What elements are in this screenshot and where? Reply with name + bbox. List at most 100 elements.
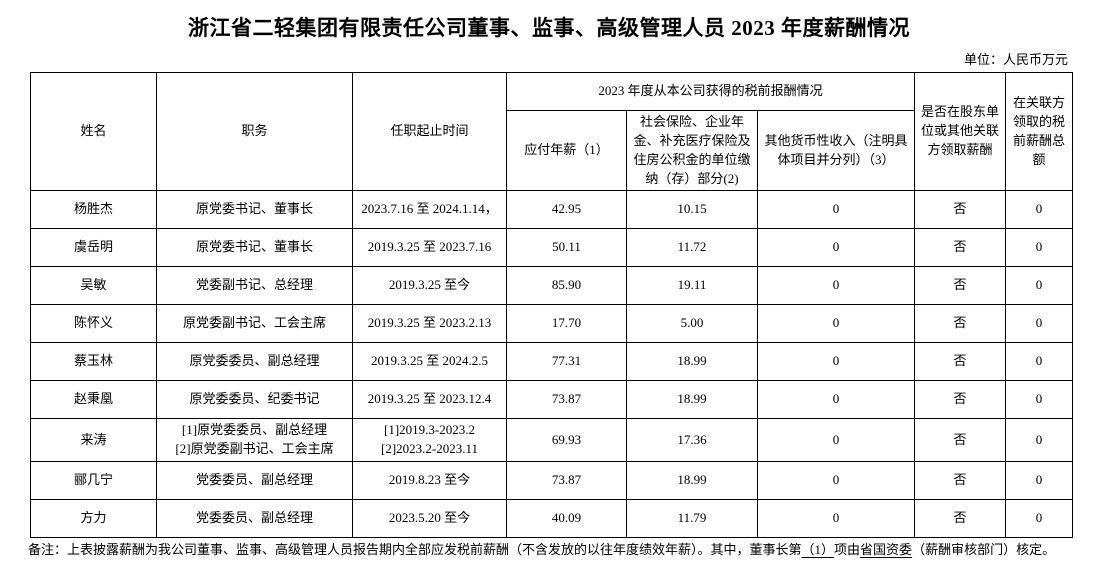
cell-related: 否	[914, 266, 1007, 306]
table-row: 蔡玉林 原党委委员、副总经理 2019.3.25 至 2024.2.5 77.31 18…	[30, 342, 1074, 382]
cell-other: 0	[756, 461, 916, 501]
cell-salary: 85.90	[506, 266, 627, 306]
cell-name: 陈怀义	[30, 304, 157, 344]
cell-position: 原党委书记、董事长	[156, 190, 353, 230]
cell-related: 否	[914, 342, 1007, 382]
cell-related_total: 0	[1005, 499, 1074, 539]
footnote-text: 项由	[834, 542, 861, 558]
cell-related: 否	[914, 190, 1007, 230]
header-other-income: 其他货币性收入（注明具体项目并分列）（3）	[756, 109, 916, 192]
cell-insurance: 18.99	[626, 380, 758, 420]
cell-term: 2019.3.25 至 2023.12.4	[352, 380, 507, 420]
cell-name: 来涛	[30, 418, 157, 463]
cell-term: 2023.7.16 至 2024.1.14，	[352, 190, 507, 230]
cell-term: 2019.8.23 至今	[352, 461, 507, 501]
cell-salary: 17.70	[506, 304, 627, 344]
cell-related: 否	[914, 228, 1007, 268]
table-row: 郦几宁 党委委员、副总经理 2019.8.23 至今 73.87 18.99 0 否 0	[30, 461, 1074, 501]
cell-position: 原党委委员、纪委书记	[156, 380, 353, 420]
cell-related_total: 0	[1005, 418, 1074, 463]
cell-term: [1]2019.3-2023.2 [2]2023.2-2023.11	[352, 418, 507, 463]
table-row: 方力 党委委员、副总经理 2023.5.20 至今 40.09 11.79 0 否 0	[30, 499, 1074, 539]
cell-insurance: 19.11	[626, 266, 758, 306]
header-term: 任职起止时间	[352, 71, 507, 192]
salary-disclosure-page: 浙江省二轻集团有限责任公司董事、监事、高级管理人员 2023 年度薪酬情况 单位…	[0, 12, 1098, 573]
cell-position: 党委副书记、总经理	[156, 266, 353, 306]
cell-salary: 40.09	[506, 499, 627, 539]
unit-label: 单位：人民币万元	[963, 52, 1068, 67]
footnote-underlined-text: （1）	[801, 542, 835, 558]
table-row: 来涛 [1]原党委委员、副总经理 [2]原党委副书记、工会主席 [1]2019.3-…	[30, 418, 1074, 463]
header-row-top: 姓名 职务 任职起止时间 2023 年度从本公司获得的税前报酬情况 是否在股东单…	[30, 71, 1074, 192]
cell-term: 2019.3.25 至 2023.7.16	[352, 228, 507, 268]
cell-position: [1]原党委委员、副总经理 [2]原党委副书记、工会主席	[156, 418, 353, 463]
cell-name: 吴敏	[30, 266, 157, 306]
cell-insurance: 17.36	[626, 418, 758, 463]
cell-other: 0	[756, 380, 916, 420]
cell-name: 方力	[30, 499, 157, 539]
cell-related: 否	[914, 418, 1007, 463]
cell-related_total: 0	[1005, 342, 1074, 382]
salary-table-header: 姓名 职务 任职起止时间 2023 年度从本公司获得的税前报酬情况 是否在股东单…	[30, 71, 1074, 192]
footnote-text: （薪酬审核部门）核定。	[912, 542, 1056, 558]
cell-insurance: 10.15	[626, 190, 758, 230]
cell-name: 虞岳明	[30, 228, 157, 268]
salary-table-body: 杨胜杰 原党委书记、董事长 2023.7.16 至 2024.1.14， 42.95 1…	[30, 190, 1074, 539]
cell-related_total: 0	[1005, 190, 1074, 230]
cell-position: 党委委员、副总经理	[156, 499, 353, 539]
footnote-text: 备注：上表披露薪酬为我公司董事、监事、高级管理人员报告期内全部应发税前薪酬（不含…	[28, 542, 802, 558]
cell-insurance: 18.99	[626, 342, 758, 382]
cell-related: 否	[914, 380, 1007, 420]
cell-position: 原党委副书记、工会主席	[156, 304, 353, 344]
header-insurance: 社会保险、企业年金、补充医疗保险及住房公积金的单位缴纳（存）部分(2)	[626, 109, 758, 192]
cell-name: 赵秉凰	[30, 380, 157, 420]
header-related-total: 在关联方领取的税前薪酬总额	[1005, 71, 1074, 192]
cell-name: 郦几宁	[30, 461, 157, 501]
cell-insurance: 11.72	[626, 228, 758, 268]
cell-name: 蔡玉林	[30, 342, 157, 382]
header-compensation-group: 2023 年度从本公司获得的税前报酬情况	[505, 72, 916, 111]
cell-other: 0	[756, 499, 916, 539]
footnote-underlined-text: 省国资委	[860, 542, 913, 558]
cell-related_total: 0	[1005, 380, 1074, 420]
cell-salary: 42.95	[506, 190, 627, 230]
cell-related_total: 0	[1005, 228, 1074, 268]
cell-salary: 50.11	[506, 228, 627, 268]
cell-related: 否	[914, 461, 1007, 501]
header-row-sub: 应付年薪（1） 社会保险、企业年金、补充医疗保险及住房公积金的单位缴纳（存）部分…	[31, 109, 1073, 192]
cell-other: 0	[756, 304, 916, 344]
table-row: 吴敏 党委副书记、总经理 2019.3.25 至今 85.90 19.11 0 否 0	[30, 266, 1074, 306]
cell-position: 原党委书记、董事长	[156, 228, 353, 268]
page-title: 浙江省二轻集团有限责任公司董事、监事、高级管理人员 2023 年度薪酬情况	[188, 16, 910, 40]
header-position: 职务	[156, 71, 353, 192]
cell-related_total: 0	[1005, 461, 1074, 501]
cell-insurance: 5.00	[626, 304, 758, 344]
cell-term: 2019.3.25 至今	[352, 266, 507, 306]
cell-related_total: 0	[1005, 266, 1074, 306]
cell-term: 2023.5.20 至今	[352, 499, 507, 539]
table-row: 杨胜杰 原党委书记、董事长 2023.7.16 至 2024.1.14， 42.95 1…	[30, 190, 1074, 230]
cell-related: 否	[914, 499, 1007, 539]
cell-related_total: 0	[1005, 304, 1074, 344]
cell-related: 否	[914, 304, 1007, 344]
cell-other: 0	[756, 190, 916, 230]
table-row: 赵秉凰 原党委委员、纪委书记 2019.3.25 至 2023.12.4 73.87 1…	[30, 380, 1074, 420]
cell-other: 0	[756, 266, 916, 306]
cell-salary: 69.93	[506, 418, 627, 463]
cell-insurance: 11.79	[626, 499, 758, 539]
cell-insurance: 18.99	[626, 461, 758, 501]
cell-term: 2019.3.25 至 2024.2.5	[352, 342, 507, 382]
cell-salary: 73.87	[506, 461, 627, 501]
cell-position: 原党委委员、副总经理	[156, 342, 353, 382]
table-row: 虞岳明 原党委书记、董事长 2019.3.25 至 2023.7.16 50.11 11…	[30, 228, 1074, 268]
cell-term: 2019.3.25 至 2023.2.13	[352, 304, 507, 344]
footnote: 备注：上表披露薪酬为我公司董事、监事、高级管理人员报告期内全部应发税前薪酬（不含…	[28, 541, 1098, 559]
cell-salary: 73.87	[506, 380, 627, 420]
header-related-party: 是否在股东单位或其他关联方领取薪酬	[914, 71, 1007, 192]
cell-salary: 77.31	[506, 342, 627, 382]
header-salary: 应付年薪（1）	[506, 109, 627, 192]
cell-other: 0	[756, 418, 916, 463]
cell-name: 杨胜杰	[30, 190, 157, 230]
salary-table: 姓名 职务 任职起止时间 2023 年度从本公司获得的税前报酬情况 是否在股东单…	[30, 71, 1074, 539]
header-name: 姓名	[30, 71, 157, 192]
